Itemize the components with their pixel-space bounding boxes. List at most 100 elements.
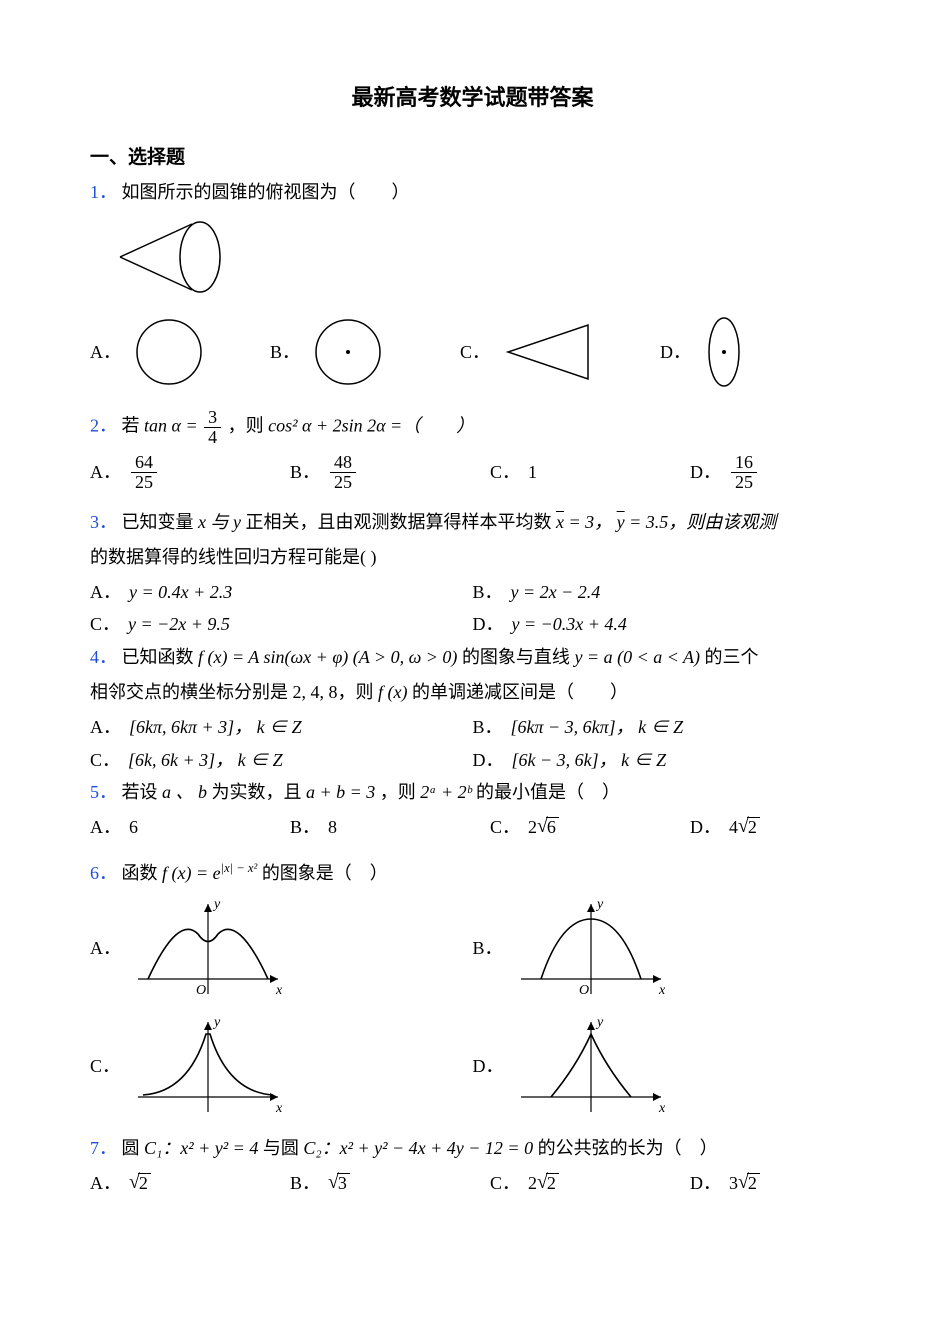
triangle-icon: [498, 317, 598, 387]
text: 6: [129, 813, 138, 842]
text: [6k, 6k + 3]， k ∈ Z: [128, 750, 283, 770]
q2-choice-A: A． 6425: [90, 453, 260, 492]
q3-choice-B: B． y = 2x − 2.4: [473, 578, 856, 607]
t: 圆: [122, 1138, 145, 1158]
label: A．: [90, 1169, 121, 1198]
q2-choice-C: C． 1: [490, 458, 660, 487]
q6-choice-C: C． x y: [90, 1012, 473, 1122]
rad: 3: [337, 1173, 350, 1194]
choice-label: A．: [90, 338, 121, 367]
o-label: O: [579, 983, 589, 998]
y-label: y: [595, 897, 604, 912]
ab: a 、 b: [162, 782, 212, 802]
q1-choice-A: A．: [90, 312, 240, 392]
t: 的图象与直线: [462, 647, 570, 667]
q5-choice-C: C．2√6: [490, 813, 660, 842]
label: A．: [90, 813, 121, 842]
t: 相邻交点的横坐标分别是 2, 4, 8，则: [90, 682, 374, 702]
rad: 2: [546, 1173, 559, 1194]
q2-lhs: tan α =: [144, 416, 198, 436]
q4-choice-C: C． [6k, 6k + 3]， k ∈ Z: [90, 746, 473, 775]
choice-label: A．: [90, 458, 121, 487]
choice-label: B．: [270, 338, 300, 367]
q2-choices: A． 6425 B． 4825 C． 1 D． 1625: [90, 453, 855, 498]
rad: 2: [138, 1173, 151, 1194]
q5-choice-D: D．4√2: [690, 813, 760, 842]
question-7: 7． 圆 C₁：x² + y² = 4 与圆 C₂：x² + y² − 4x +…: [90, 1134, 855, 1163]
xbar: x: [556, 512, 564, 532]
t: 已知变量: [122, 512, 194, 532]
q3-choices: A．y = 0.4x + 2.3 B．y = 2x − 2.4 C．y = −2…: [90, 578, 855, 644]
section-heading: 一、选择题: [90, 143, 855, 173]
pre: 4: [729, 813, 738, 842]
question-3: 3． 已知变量 x 与 y 正相关，且由观测数据算得样本平均数 x = 3， y…: [90, 508, 855, 537]
den: 25: [330, 473, 356, 492]
x-label: x: [658, 1101, 666, 1116]
c1: C₁：x² + y² = 4: [144, 1138, 258, 1158]
rad: 6: [546, 817, 559, 838]
x-label: x: [275, 1101, 283, 1116]
qnum: 3．: [90, 512, 117, 532]
choice-label: B．: [290, 458, 320, 487]
label: B．: [473, 582, 503, 602]
t: 为实数，且: [212, 782, 302, 802]
ybar: y: [617, 512, 625, 532]
q2-rhs: cos² α + 2sin 2α =（ ）: [268, 416, 474, 436]
label: B．: [290, 813, 320, 842]
choice-label: D．: [690, 458, 721, 487]
qnum: 1．: [90, 182, 117, 202]
text: y = 0.4x + 2.3: [129, 582, 232, 602]
q7-choices: A．√2 B．√3 C．2√2 D．3√2: [90, 1169, 855, 1204]
question-5: 5． 若设 a 、 b 为实数，且 a + b = 3 ，则 2ᵃ + 2ᵇ 的…: [90, 778, 855, 807]
label: A．: [90, 582, 121, 602]
t: 与圆: [263, 1138, 304, 1158]
expr: 2ᵃ + 2ᵇ: [420, 782, 476, 802]
q1-choices: A． B． C． D．: [90, 312, 855, 398]
choice-text: 1: [528, 458, 537, 487]
y-label: y: [595, 1015, 604, 1030]
q2-choice-B: B． 4825: [290, 453, 460, 492]
q7-choice-B: B．√3: [290, 1169, 460, 1198]
f: f (x) = A sin(ωx + φ) (A > 0, ω > 0): [198, 647, 462, 667]
q1-choice-D: D．: [660, 312, 780, 392]
xy: x 与 y: [198, 512, 245, 532]
q5-choice-A: A． 6: [90, 813, 260, 842]
num: 48: [330, 453, 356, 473]
cone-icon: [110, 212, 230, 302]
q7-choice-D: D．3√2: [690, 1169, 760, 1198]
t: 的单调递减区间是（ ）: [412, 682, 628, 702]
q1-choice-C: C．: [460, 317, 630, 387]
qtext: 如图所示的圆锥的俯视图为（ ）: [122, 182, 410, 202]
qpre: 若: [122, 416, 140, 436]
question-6: 6． 函数 f (x) = e|x| − x² 的图象是（ ）: [90, 858, 855, 888]
label: B．: [473, 934, 503, 963]
text: [6kπ − 3, 6kπ]， k ∈ Z: [511, 717, 684, 737]
text: [6k − 3, 6k]， k ∈ Z: [512, 750, 667, 770]
q4-choices: A．[6kπ, 6kπ + 3]， k ∈ Z B．[6kπ − 3, 6kπ]…: [90, 713, 855, 779]
q3-choice-D: D．y = −0.3x + 4.4: [473, 610, 856, 639]
q6-graphs: A． x y O B． x y O C．: [90, 894, 855, 1130]
text: y = 2x − 2.4: [511, 582, 601, 602]
t: ，则: [380, 782, 416, 802]
label: C．: [490, 813, 520, 842]
c2: C₂：x² + y² − 4x + 4y − 12 = 0: [303, 1138, 533, 1158]
t: 函数: [122, 863, 158, 883]
frac-num: 3: [204, 408, 221, 428]
q2-choice-D: D． 1625: [690, 453, 759, 492]
o-label: O: [196, 983, 206, 998]
label: B．: [290, 1169, 320, 1198]
x-label: x: [658, 983, 666, 998]
y-label: y: [212, 897, 221, 912]
label: B．: [473, 717, 503, 737]
q3-choice-A: A． y = 0.4x + 2.3: [90, 578, 473, 607]
graph-c-icon: x y: [128, 1012, 288, 1122]
cond: a + b = 3: [306, 782, 375, 802]
question-2: 2． 若 tan α = 3 4 ，则 cos² α + 2sin 2α =（ …: [90, 408, 855, 447]
x-label: x: [275, 983, 283, 998]
q6-choice-A: A． x y O: [90, 894, 473, 1004]
q5-choice-B: B．8: [290, 813, 460, 842]
t: 的三个: [705, 647, 759, 667]
label: C．: [90, 750, 120, 770]
rad: 2: [747, 817, 760, 838]
choice-label: C．: [490, 458, 520, 487]
